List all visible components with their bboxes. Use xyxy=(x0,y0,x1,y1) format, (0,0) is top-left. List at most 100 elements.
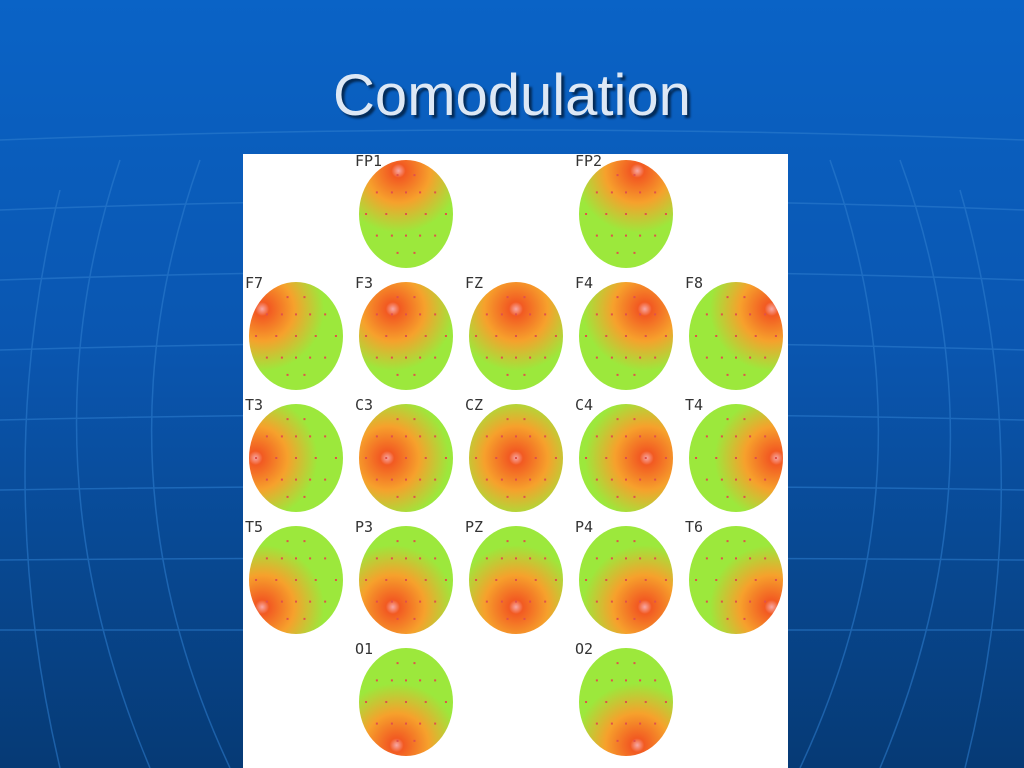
electrode-dot xyxy=(424,701,427,703)
electrode-dot xyxy=(396,174,399,177)
electrode-dot xyxy=(324,356,327,359)
electrode-dot xyxy=(396,739,399,742)
electrode-dot xyxy=(495,335,498,337)
electrode-dot xyxy=(265,313,268,316)
electrode-dot xyxy=(749,313,752,316)
electrode-dot xyxy=(390,722,393,725)
electrode-dot xyxy=(413,418,416,421)
electrode-dot xyxy=(255,335,258,337)
electrode-dot xyxy=(625,356,627,359)
electrode-dot xyxy=(639,679,642,682)
electrode-dot xyxy=(419,234,422,237)
electrode-label-o1: O1 xyxy=(355,640,373,658)
electrode-dot xyxy=(610,313,613,316)
electrode-dot xyxy=(754,335,757,337)
electrode-dot xyxy=(365,579,368,581)
electrode-dot xyxy=(413,662,416,665)
topomap-f3: F3 xyxy=(355,274,453,390)
electrode-dot xyxy=(654,435,657,438)
electrode-dot xyxy=(444,457,447,459)
electrode-dot xyxy=(515,478,517,481)
electrode-dot xyxy=(749,478,752,481)
electrode-dot xyxy=(413,495,416,498)
electrode-dot xyxy=(625,213,627,215)
electrode-dot xyxy=(654,478,657,481)
electrode-dot xyxy=(720,600,723,603)
electrode-dot xyxy=(265,435,268,438)
electrode-dot xyxy=(625,335,627,337)
electrode-dot xyxy=(625,457,627,459)
electrode-dot xyxy=(610,191,613,194)
electrode-dot xyxy=(309,435,312,438)
electrode-dot xyxy=(639,191,642,194)
electrode-dot xyxy=(375,722,378,725)
electrode-dot xyxy=(644,457,647,459)
electrode-dot xyxy=(754,457,757,459)
electrode-dot xyxy=(375,435,378,438)
electrode-dot xyxy=(735,557,737,560)
electrode-dot xyxy=(585,701,588,703)
electrode-dot xyxy=(419,191,422,194)
electrode-dot xyxy=(396,540,399,543)
electrode-dot xyxy=(644,579,647,581)
electrode-dot xyxy=(506,418,509,421)
electrode-dot xyxy=(286,418,289,421)
electrode-dot xyxy=(515,557,517,560)
electrode-dot xyxy=(726,373,729,376)
electrode-dot xyxy=(515,600,517,603)
electrode-dot xyxy=(303,540,306,543)
electrode-dot xyxy=(534,335,537,337)
electrode-dot xyxy=(419,722,422,725)
electrode-dot xyxy=(405,234,407,237)
electrode-dot xyxy=(639,234,642,237)
electrode-dot xyxy=(633,739,636,742)
electrode-dot xyxy=(375,313,378,316)
electrode-dot xyxy=(295,579,297,581)
electrode-dot xyxy=(434,191,437,194)
electrode-dot xyxy=(726,540,729,543)
electrode-dot xyxy=(633,495,636,498)
topomap-f8: F8 xyxy=(685,274,783,390)
electrode-dot xyxy=(265,356,268,359)
electrode-dot xyxy=(616,251,619,254)
electrode-dot xyxy=(405,313,407,316)
electrode-dot xyxy=(616,373,619,376)
electrode-dot xyxy=(434,722,437,725)
electrode-dot xyxy=(405,600,407,603)
electrode-dot xyxy=(639,435,642,438)
electrode-dot xyxy=(485,435,488,438)
electrode-dot xyxy=(743,418,746,421)
electrode-dot xyxy=(743,296,746,299)
electrode-dot xyxy=(265,478,268,481)
electrode-dot xyxy=(405,435,407,438)
electrode-dot xyxy=(743,617,746,620)
electrode-label-c3: C3 xyxy=(355,396,373,414)
electrode-label-p4: P4 xyxy=(575,518,593,536)
electrode-dot xyxy=(616,739,619,742)
electrode-dot xyxy=(654,313,657,316)
electrode-dot xyxy=(639,313,642,316)
electrode-dot xyxy=(639,356,642,359)
electrode-dot xyxy=(286,495,289,498)
electrode-dot xyxy=(774,457,777,459)
electrode-dot xyxy=(523,540,526,543)
electrode-dot xyxy=(390,435,393,438)
electrode-dot xyxy=(405,557,407,560)
electrode-dot xyxy=(523,617,526,620)
electrode-dot xyxy=(390,313,393,316)
topomap-f7: F7 xyxy=(245,274,343,390)
electrode-dot xyxy=(295,356,297,359)
electrode-dot xyxy=(529,600,532,603)
electrode-dot xyxy=(390,600,393,603)
electrode-dot xyxy=(396,251,399,254)
electrode-dot xyxy=(375,356,378,359)
electrode-dot xyxy=(625,722,627,725)
electrode-dot xyxy=(515,335,517,337)
electrode-dot xyxy=(764,435,767,438)
electrode-dot xyxy=(664,213,667,215)
electrode-dot xyxy=(515,579,517,581)
electrode-dot xyxy=(309,356,312,359)
electrode-dot xyxy=(444,701,447,703)
electrode-dot xyxy=(654,356,657,359)
electrode-dot xyxy=(375,557,378,560)
